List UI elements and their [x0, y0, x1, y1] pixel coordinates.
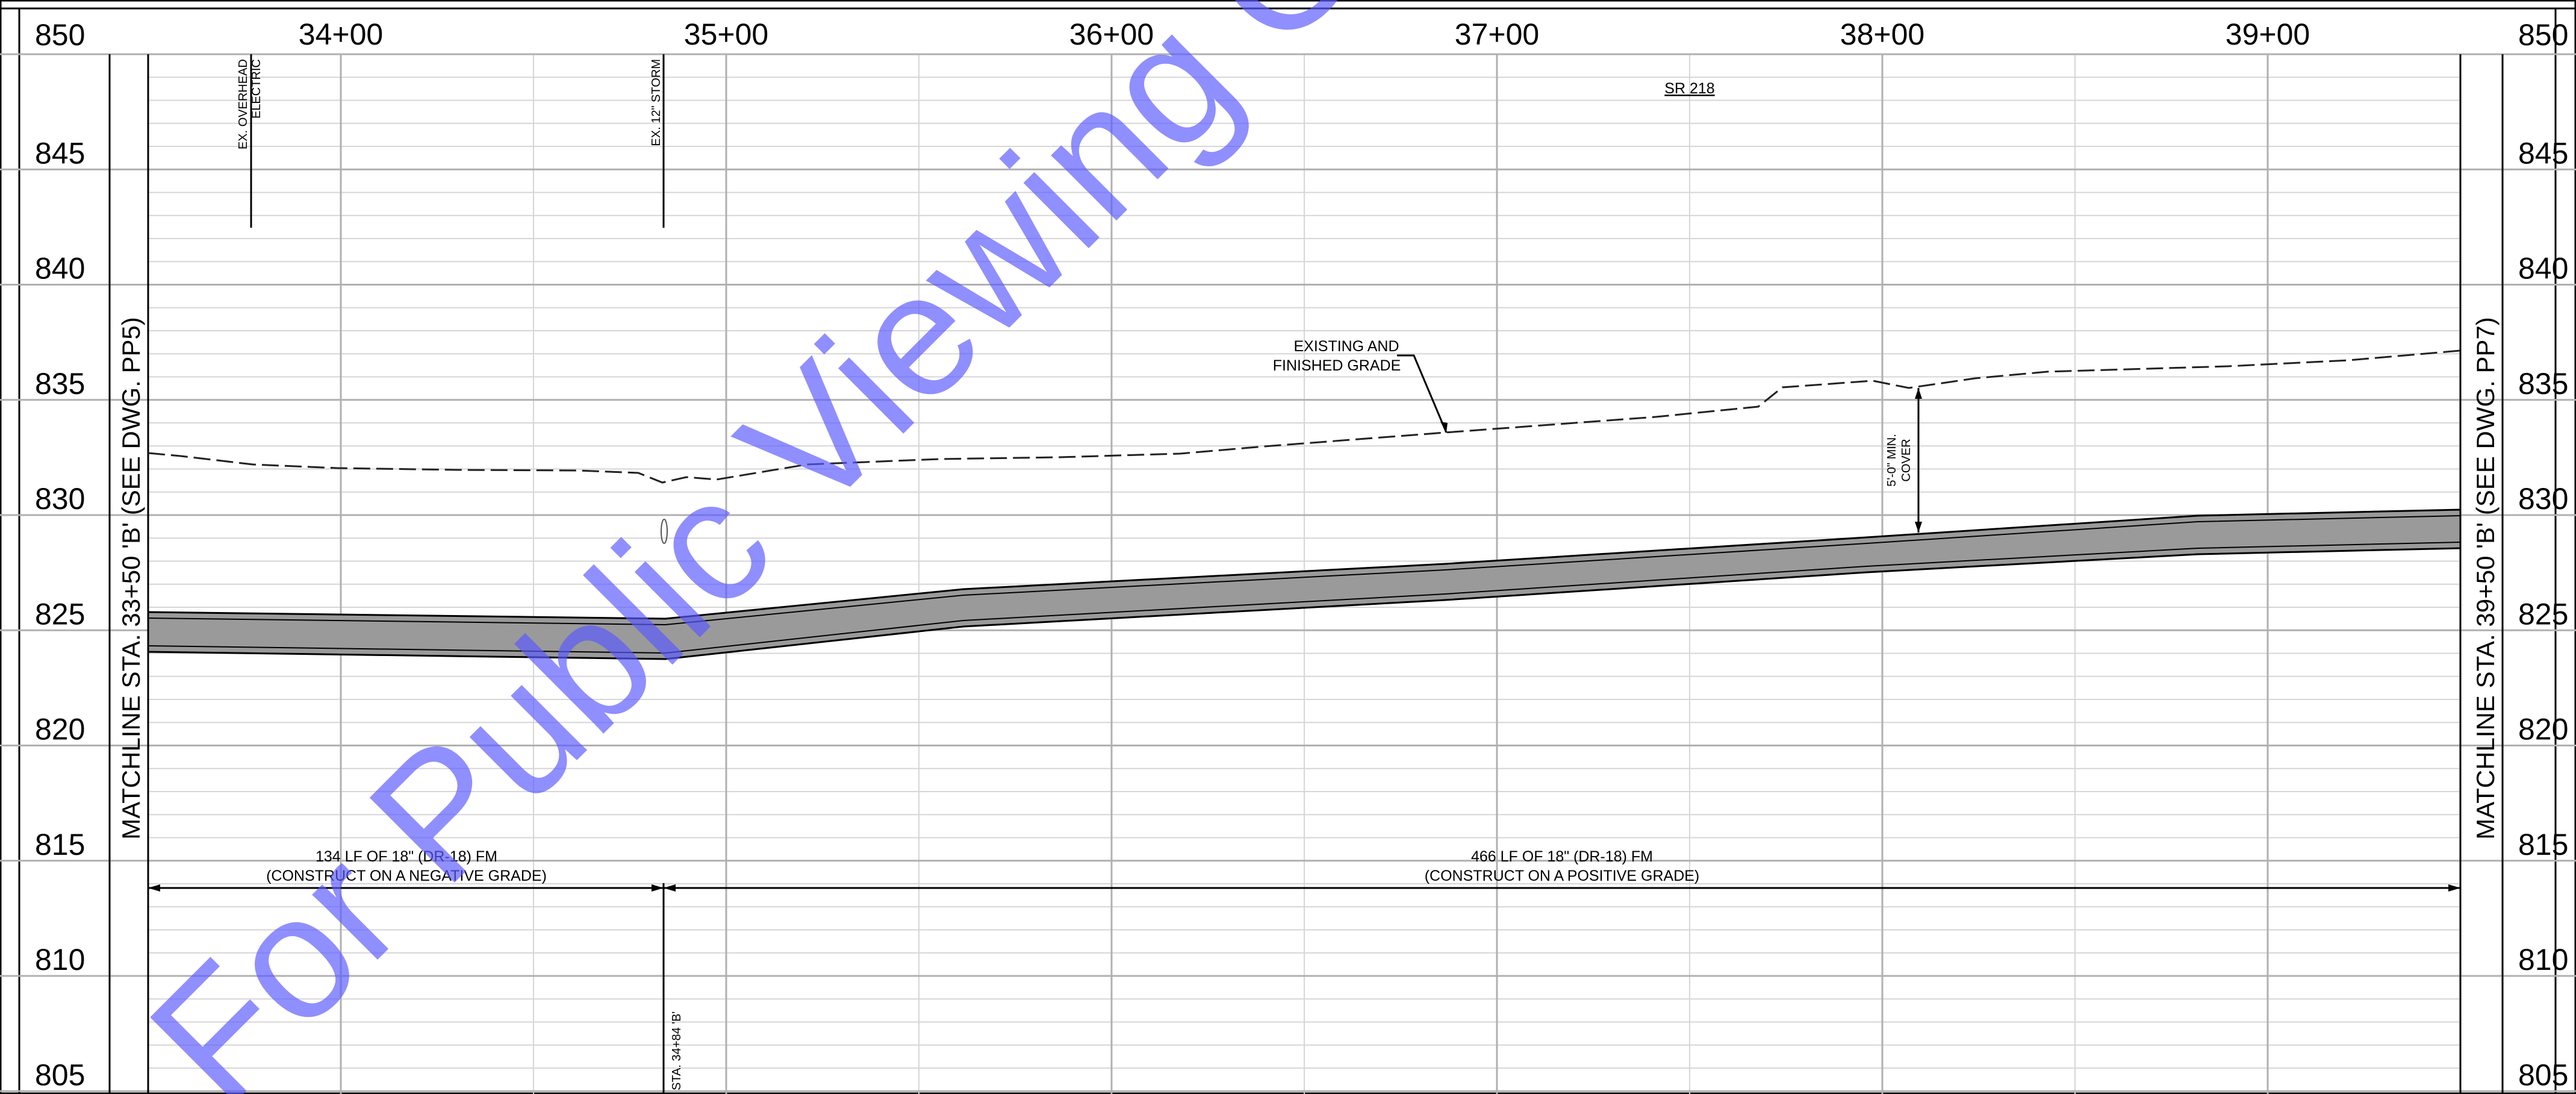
overhead-electric-label-1: EX. OVERHEAD [237, 59, 250, 149]
elevation-label-left: 835 [35, 367, 85, 401]
station-label: 35+00 [684, 17, 768, 51]
elevation-label-right: 815 [2518, 828, 2568, 861]
segment1-length-label: 134 LF OF 18" (DR-18) FM [316, 848, 497, 865]
segment1-grade-label: (CONSTRUCT ON A NEGATIVE GRADE) [266, 867, 547, 884]
elevation-label-left: 840 [35, 252, 85, 286]
existing-finished-grade-line [148, 349, 2461, 484]
station-label: 37+00 [1455, 17, 1539, 51]
pipe-top-inner-wall [148, 515, 2461, 626]
station-label: 38+00 [1840, 17, 1924, 51]
grade-callout-line2: FINISHED GRADE [1273, 357, 1401, 374]
segment1-arrow-right [652, 884, 664, 892]
station-label: 39+00 [2226, 17, 2310, 51]
elevation-label-left: 850 [35, 18, 85, 52]
elevation-label-right: 830 [2518, 482, 2568, 516]
elevation-label-left: 845 [35, 136, 85, 170]
station-label: 36+00 [1069, 17, 1154, 51]
cover-callout-line2: COVER [1900, 439, 1913, 481]
cover-arrow-bottom [1915, 522, 1922, 533]
break-station-label: STA. 34+84 'B' [670, 1011, 683, 1090]
elevation-label-right: 845 [2518, 136, 2568, 170]
storm-pipe-label: EX. 12" STORM [650, 59, 663, 146]
station-label: 34+00 [299, 17, 383, 51]
elevation-label-left: 815 [35, 828, 85, 861]
overhead-electric-label-2: ELECTRIC [250, 59, 263, 119]
elevation-label-right: 840 [2518, 252, 2568, 286]
grade-callout-arrowhead [1440, 422, 1448, 433]
elevation-label-right: 810 [2518, 943, 2568, 977]
pipe-bottom-inner-wall [148, 542, 2461, 654]
elevation-labels-left: 850 845 840 835 830 825 820 815 810 805 [35, 18, 85, 1092]
elevation-label-right: 850 [2518, 18, 2568, 52]
elevation-label-left: 810 [35, 943, 85, 977]
elevation-label-left: 820 [35, 713, 85, 746]
matchline-left-label: MATCHLINE STA. 33+50 'B' (SEE DWG. PP5) [117, 317, 145, 840]
segment1-arrow-left [148, 884, 160, 892]
elevation-label-right: 805 [2518, 1058, 2568, 1092]
segment2-grade-label: (CONSTRUCT ON A POSITIVE GRADE) [1425, 867, 1700, 884]
force-main-pipe [147, 508, 2462, 660]
elevation-labels-right: 850 845 840 835 830 825 820 815 810 805 [2518, 18, 2568, 1092]
elevation-label-right: 820 [2518, 713, 2568, 746]
elevation-label-left: 805 [35, 1058, 85, 1092]
matchline-right-label: MATCHLINE STA. 39+50 'B' (SEE DWG. PP7) [2471, 317, 2500, 840]
grade-callout-line1: EXISTING AND [1293, 338, 1399, 355]
grade-callout-leader [1397, 354, 1448, 433]
elevation-label-left: 825 [35, 597, 85, 631]
elevation-label-left: 830 [35, 482, 85, 516]
segment2-arrow-right [2448, 884, 2460, 892]
segment2-length-label: 466 LF OF 18" (DR-18) FM [1471, 848, 1653, 865]
segment2-arrow-left [664, 884, 676, 892]
elevation-label-right: 825 [2518, 597, 2568, 631]
road-label: SR 218 [1664, 80, 1714, 97]
elevation-label-right: 835 [2518, 367, 2568, 401]
station-labels: 34+00 35+00 36+00 37+00 38+00 39+00 [299, 17, 2310, 51]
storm-pipe-crossing [661, 519, 668, 544]
cover-callout-line1: 5'-0" MIN. [1885, 434, 1899, 487]
cover-arrow-top [1915, 388, 1922, 399]
